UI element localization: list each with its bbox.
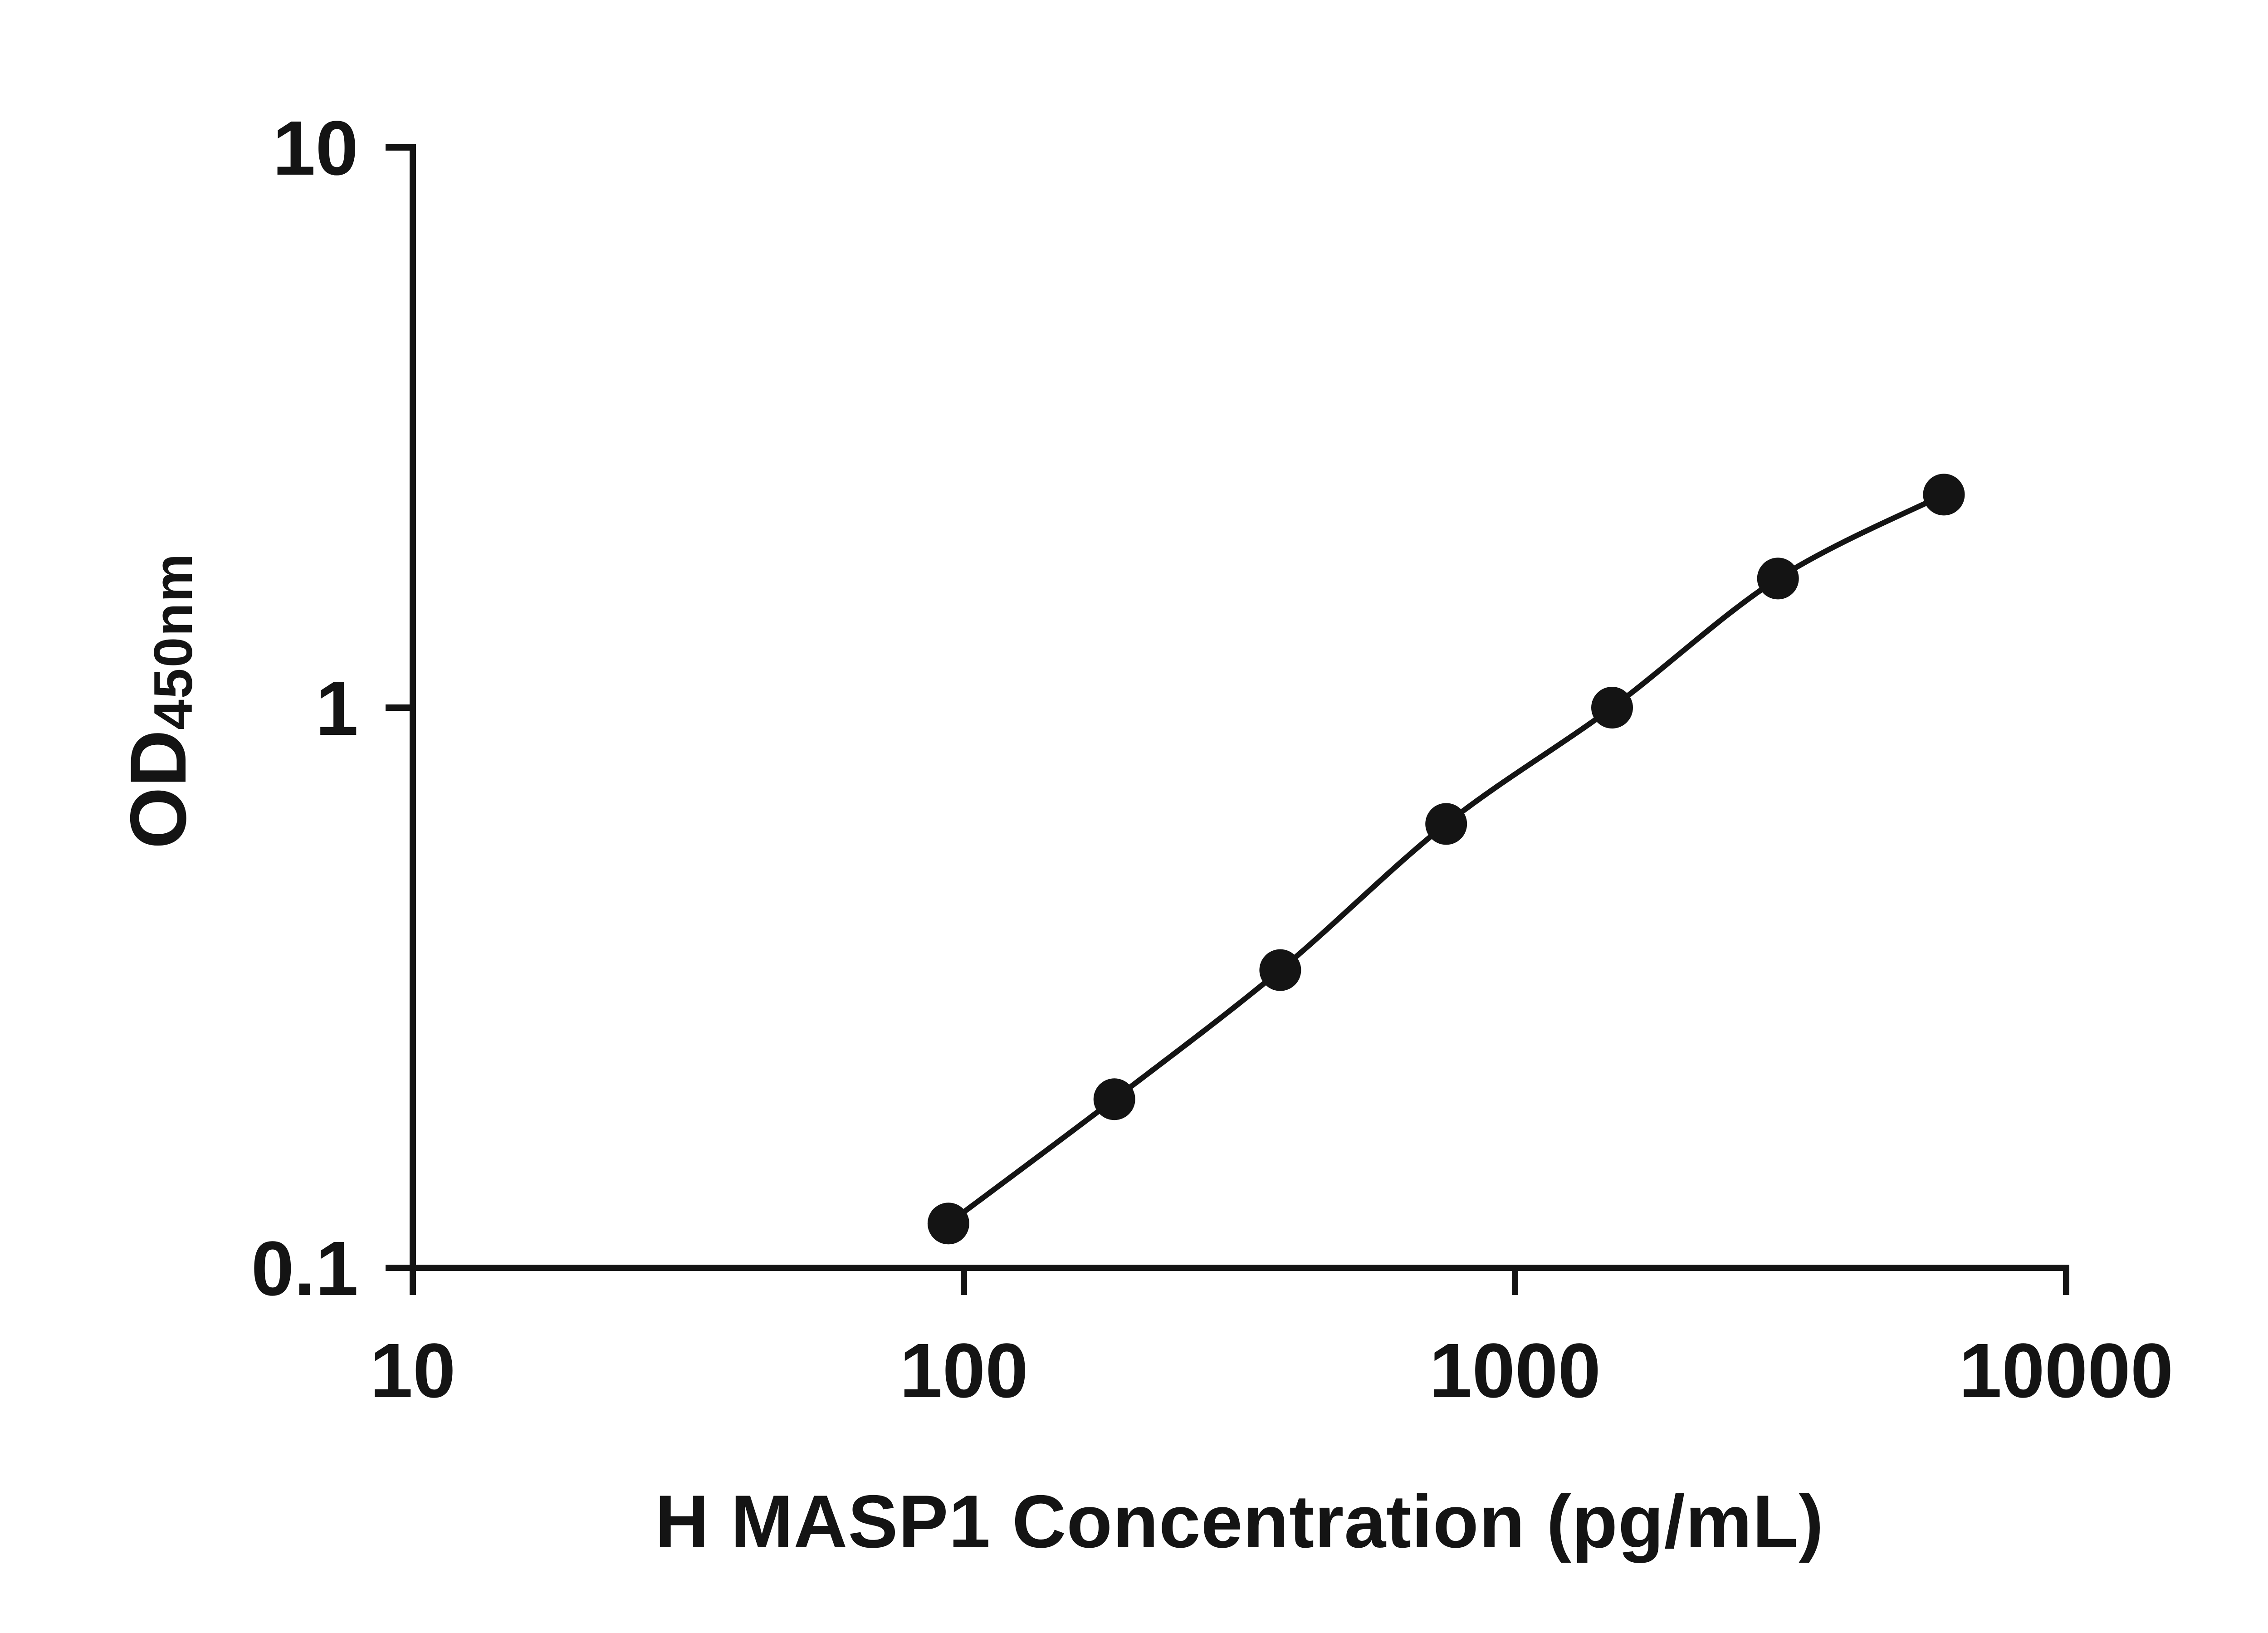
x-tick-label: 10 (370, 1328, 455, 1414)
x-tick-label: 100 (899, 1328, 1028, 1414)
data-point-marker (927, 1203, 969, 1245)
y-tick-label: 1 (315, 665, 358, 752)
standard-curve-line (947, 492, 1945, 1226)
data-point-marker (1591, 687, 1633, 728)
x-tick-label: 1000 (1429, 1328, 1601, 1414)
y-axis-title-main: OD (114, 729, 203, 849)
data-point-marker (1425, 803, 1467, 845)
y-tick-label: 10 (273, 105, 358, 191)
x-tick-label: 10000 (1959, 1328, 2174, 1414)
y-axis-title-subscript: 450nm (143, 552, 204, 730)
data-point-marker (1757, 557, 1799, 600)
y-tick-label: 0.1 (251, 1226, 358, 1312)
data-point-marker (1093, 1078, 1135, 1120)
x-axis-title: H MASP1 Concentration (pg/mL) (655, 1480, 1824, 1563)
data-point-marker (1259, 949, 1301, 991)
y-axis-title: OD450nm (113, 553, 205, 849)
data-point-marker (1923, 474, 1965, 516)
